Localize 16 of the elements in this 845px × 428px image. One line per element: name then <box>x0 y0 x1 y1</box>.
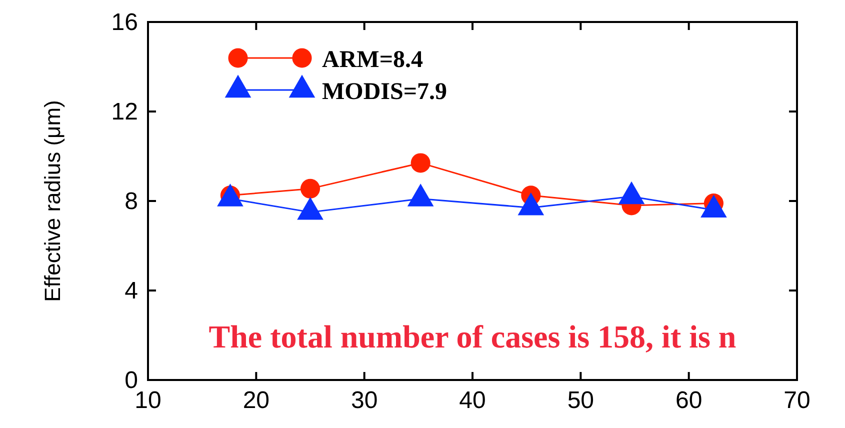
y-axis-title: Effective radius (μm) <box>40 100 65 302</box>
legend-key: ARM=8.4 <box>228 47 423 73</box>
x-tick-label: 50 <box>567 387 594 414</box>
y-tick-label: 8 <box>124 188 138 215</box>
x-tick-label: 20 <box>242 387 270 414</box>
x-tick-label: 40 <box>459 387 486 414</box>
x-tick-label: 60 <box>675 387 702 414</box>
y-tick-label: 12 <box>111 98 138 126</box>
y-tick-label: 4 <box>124 278 138 304</box>
legend-label: MODIS=7.9 <box>322 79 448 105</box>
y-tick-label: 16 <box>111 9 138 36</box>
legend-label: ARM=8.4 <box>322 47 423 73</box>
legend-key: MODIS=7.9 <box>224 74 448 105</box>
x-tick-label: 70 <box>784 387 810 414</box>
annotation: The total number of cases is 158, it is n <box>208 318 736 354</box>
x-tick-label: 30 <box>350 387 378 414</box>
